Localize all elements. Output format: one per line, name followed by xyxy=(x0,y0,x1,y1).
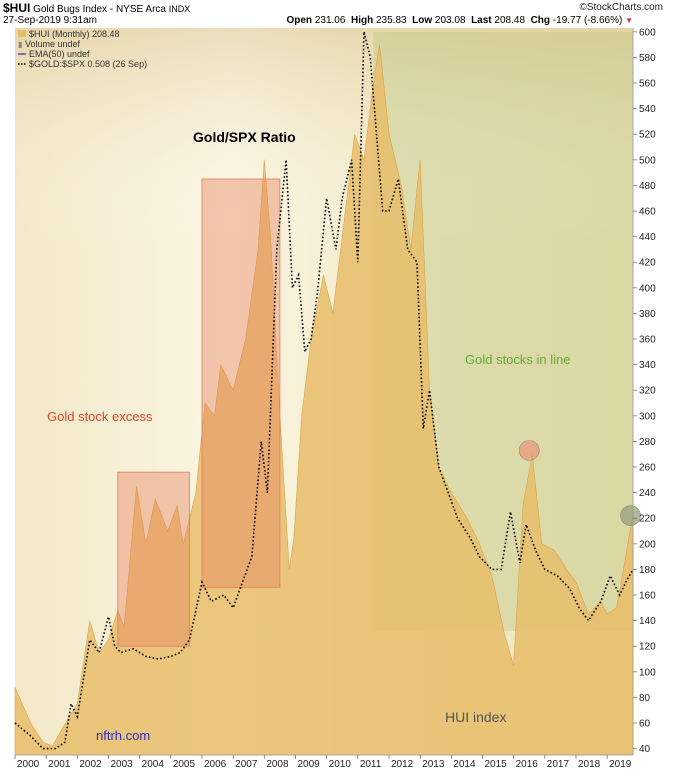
y-tick-label: 560 xyxy=(639,79,656,90)
y-tick-label: 300 xyxy=(639,411,656,422)
legend-hui: $HUI (Monthly) 208.48 xyxy=(29,29,120,39)
x-tick-label: 2004 xyxy=(142,759,165,770)
y-tick-label: 60 xyxy=(639,719,651,730)
index-name: Gold Bugs Index - NYSE Arca xyxy=(33,4,166,15)
x-tick-label: 2013 xyxy=(422,759,445,770)
x-tick-label: 2009 xyxy=(297,759,320,770)
y-tick-label: 80 xyxy=(639,693,651,704)
y-tick-label: 200 xyxy=(639,539,656,550)
brand-logo[interactable]: ©StockCharts.com xyxy=(579,2,663,13)
legend-ema: EMA(50) undef xyxy=(29,49,90,59)
x-tick-label: 2017 xyxy=(547,759,570,770)
x-tick-label: 2012 xyxy=(391,759,414,770)
x-tick-label: 2006 xyxy=(204,759,227,770)
y-tick-label: 240 xyxy=(639,488,656,499)
y-tick-label: 500 xyxy=(639,155,656,166)
y-tick-label: 400 xyxy=(639,283,656,294)
y-tick-label: 320 xyxy=(639,386,656,397)
volume-icon: ▮ xyxy=(18,40,22,49)
x-tick-label: 2002 xyxy=(79,759,102,770)
last-value: 208.48 xyxy=(494,15,526,26)
legend-volume: Volume undef xyxy=(25,39,81,49)
x-tick-label: 2019 xyxy=(609,759,632,770)
y-tick-label: 340 xyxy=(639,360,656,371)
chg-label: Chg xyxy=(530,15,551,26)
x-tick-label: 2018 xyxy=(578,759,601,770)
legend-swatch-hui xyxy=(18,30,26,37)
x-tick-label: 2005 xyxy=(173,759,196,770)
gold-spx-ratio-line xyxy=(14,31,634,750)
y-tick-label: 600 xyxy=(639,27,656,38)
x-tick-label: 2015 xyxy=(484,759,507,770)
y-tick-label: 40 xyxy=(639,744,651,755)
y-tick-label: 140 xyxy=(639,616,656,627)
x-tick-label: 2008 xyxy=(266,759,289,770)
x-tick-label: 2010 xyxy=(329,759,352,770)
x-tick-label: 2011 xyxy=(360,759,382,770)
exchange: INDX xyxy=(168,4,191,14)
chart-header-date: 27-Sep-2019 9:31am xyxy=(3,15,97,26)
y-tick-label: 480 xyxy=(639,181,656,192)
y-tick-label: 120 xyxy=(639,642,656,653)
y-tick-label: 260 xyxy=(639,463,656,474)
x-tick-label: 2007 xyxy=(235,759,258,770)
datetime: 27-Sep-2019 9:31am xyxy=(3,15,97,26)
highlight-marker-0 xyxy=(518,440,540,461)
excess-region-box-1 xyxy=(201,178,281,588)
last-label: Last xyxy=(471,15,492,26)
x-tick-label: 2014 xyxy=(453,759,476,770)
ratio-title: Gold/SPX Ratio xyxy=(193,129,296,145)
y-tick-label: 160 xyxy=(639,591,656,602)
y-tick-label: 360 xyxy=(639,335,656,346)
y-tick-label: 180 xyxy=(639,565,656,576)
y-tick-label: 580 xyxy=(639,53,656,64)
chg-down-icon: ▼ xyxy=(625,16,633,25)
y-tick-label: 540 xyxy=(639,104,656,115)
y-tick-label: 220 xyxy=(639,514,656,525)
low-label: Low xyxy=(412,15,433,26)
ticker-symbol: $HUI xyxy=(3,1,31,15)
hui-area-series xyxy=(14,44,634,756)
inline-label: Gold stocks in line xyxy=(465,352,571,367)
y-tick-label: 460 xyxy=(639,207,656,218)
chg-value: -19.77 (-8.66%) xyxy=(552,15,623,26)
price-stats: Open 231.06 High 235.83 Low 203.08 Last … xyxy=(286,15,633,26)
y-tick-label: 280 xyxy=(639,437,656,448)
open-value: 231.06 xyxy=(314,15,346,26)
high-label: High xyxy=(350,15,374,26)
chart-legend: $HUI (Monthly) 208.48 ▮ Volume undef EMA… xyxy=(18,29,147,69)
hui-index-label: HUI index xyxy=(445,709,506,725)
highlight-marker-1 xyxy=(620,505,641,526)
excess-label: Gold stock excess xyxy=(47,409,153,424)
high-value: 235.83 xyxy=(375,15,407,26)
chart-header-line1: $HUI Gold Bugs Index - NYSE Arca INDX xyxy=(3,1,190,15)
site-label: nftrh.com xyxy=(96,728,150,743)
legend-ratio: $GOLD:$SPX 0.508 (26 Sep) xyxy=(29,59,147,69)
y-tick-label: 520 xyxy=(639,130,656,141)
low-value: 203.08 xyxy=(434,15,466,26)
x-tick-label: 2000 xyxy=(17,759,40,770)
x-tick-label: 2016 xyxy=(516,759,539,770)
open-label: Open xyxy=(286,15,313,26)
excess-region-box-0 xyxy=(117,471,190,647)
y-tick-label: 420 xyxy=(639,258,656,269)
y-tick-label: 100 xyxy=(639,667,656,678)
y-tick-label: 440 xyxy=(639,232,656,243)
x-tick-label: 2001 xyxy=(48,759,71,770)
y-tick-label: 380 xyxy=(639,309,656,320)
x-tick-label: 2003 xyxy=(110,759,133,770)
